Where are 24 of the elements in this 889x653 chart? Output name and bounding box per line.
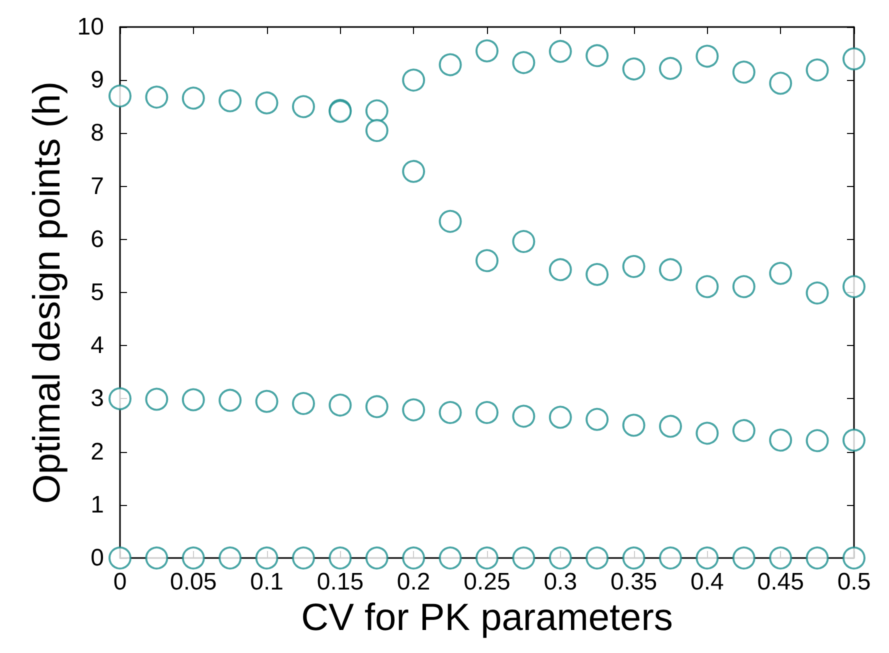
y-tick-label: 6: [90, 226, 104, 253]
y-tick-label: 0: [90, 544, 104, 572]
x-tick-label: 0.3: [544, 568, 578, 596]
x-tick-label: 0.1: [250, 568, 284, 596]
x-axis-title: CV for PK parameters: [301, 596, 673, 639]
y-tick-label: 8: [90, 120, 104, 147]
y-tick-label: 7: [90, 172, 104, 200]
x-tick-label: 0.15: [316, 568, 364, 596]
y-tick-label: 4: [90, 332, 104, 360]
y-tick-label: 5: [90, 279, 104, 306]
y-tick-label: 2: [90, 438, 104, 466]
x-tick-label: 0.45: [757, 568, 804, 596]
x-tick-label: 0.4: [690, 568, 724, 596]
x-tick-label: 0.35: [610, 568, 658, 596]
x-tick-label: 0: [113, 568, 127, 596]
x-tick-label: 0.2: [396, 568, 430, 596]
x-tick-label: 0.25: [464, 568, 510, 596]
x-tick-label: 0.5: [837, 568, 871, 596]
y-tick-label: 3: [90, 385, 104, 412]
y-tick-label: 10: [77, 14, 104, 40]
y-tick-label: 1: [90, 491, 104, 518]
y-axis-title: Optimal design points (h): [26, 81, 68, 504]
x-tick-label: 0.05: [170, 568, 217, 596]
y-tick-label: 9: [90, 66, 104, 94]
